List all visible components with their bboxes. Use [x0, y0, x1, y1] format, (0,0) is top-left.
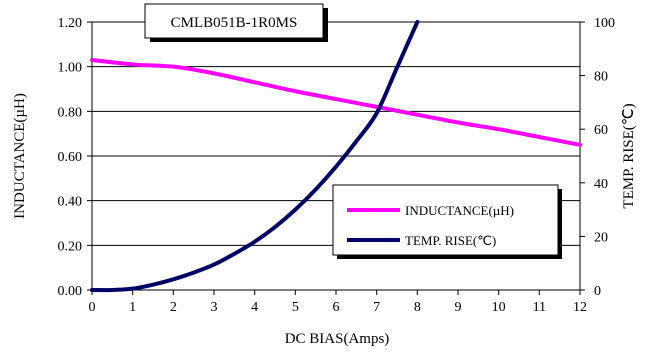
y-tick-label-left-5: 1.00	[58, 61, 83, 76]
x-axis-label: DC BIAS(Amps)	[285, 331, 390, 347]
y-tick-label-right-4: 80	[594, 70, 608, 85]
x-tick-label-2: 2	[170, 300, 177, 315]
legend-label-inductance: INDUCTANCE(µH)	[405, 203, 514, 218]
y-tick-label-left-2: 0.40	[58, 195, 83, 210]
x-tick-label-10: 10	[492, 300, 506, 315]
series-layer	[90, 20, 582, 293]
chart-title-box: CMLB051B-1R0MS	[144, 3, 328, 42]
y-tick-label-left-4: 0.80	[58, 105, 83, 120]
series-line-temp-rise	[90, 20, 420, 293]
y-tick-label-right-5: 100	[594, 16, 615, 31]
x-tick-label-12: 12	[573, 300, 587, 315]
y-tick-label-left-6: 1.20	[58, 16, 83, 31]
legend-label-temp-rise: TEMP. RISE(℃)	[405, 233, 496, 248]
series-line-inductance	[90, 57, 582, 147]
legend: INDUCTANCE(µH) TEMP. RISE(℃)	[332, 184, 562, 259]
y-axis-label-right: TEMP. RISE(℃)	[621, 103, 637, 208]
ticks-layer: 0 1 2 3 4 5 6 7 8 9 10 11 120.000.200.400.600.801.00…	[58, 16, 616, 315]
x-tick-label-0: 0	[89, 300, 96, 315]
x-tick-label-5: 5	[292, 300, 299, 315]
x-tick-label-3: 3	[211, 300, 218, 315]
y-tick-label-right-0: 0	[594, 284, 601, 299]
chart-title: CMLB051B-1R0MS	[171, 15, 298, 31]
y-tick-label-left-1: 0.20	[58, 239, 83, 254]
y-tick-label-right-3: 60	[594, 123, 608, 138]
y-tick-label-right-2: 40	[594, 177, 608, 192]
y-tick-label-left-0: 0.00	[58, 284, 83, 299]
x-tick-label-1: 1	[129, 300, 136, 315]
y-tick-label-right-1: 20	[594, 230, 608, 245]
x-tick-label-4: 4	[251, 300, 258, 315]
x-tick-label-11: 11	[533, 300, 546, 315]
y-tick-label-left-3: 0.60	[58, 150, 83, 165]
x-tick-label-6: 6	[333, 300, 340, 315]
y-axis-label-left: INDUCTANCE(µH)	[12, 93, 28, 219]
x-tick-label-9: 9	[455, 300, 462, 315]
x-tick-label-7: 7	[373, 300, 380, 315]
x-tick-label-8: 8	[414, 300, 421, 315]
